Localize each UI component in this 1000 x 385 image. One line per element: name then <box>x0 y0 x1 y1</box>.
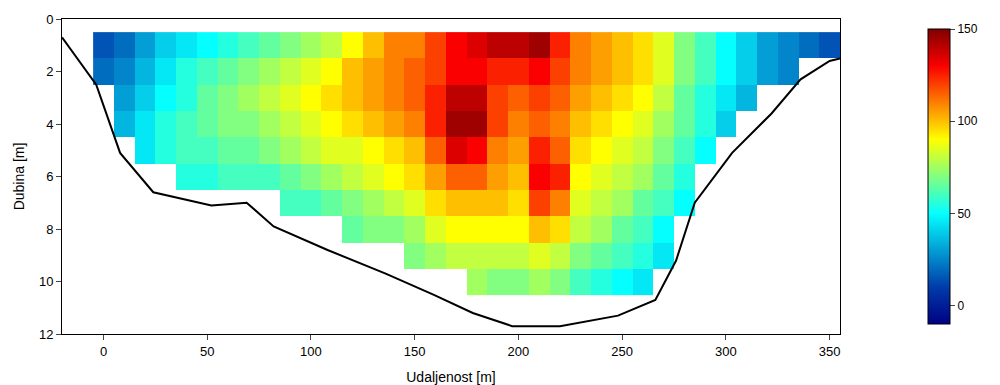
svg-text:0: 0 <box>100 344 107 359</box>
svg-text:350: 350 <box>819 344 841 359</box>
svg-text:0: 0 <box>957 299 964 313</box>
svg-text:100: 100 <box>300 344 322 359</box>
svg-text:10: 10 <box>39 274 53 289</box>
svg-text:200: 200 <box>508 344 530 359</box>
svg-text:300: 300 <box>715 344 737 359</box>
svg-text:Udaljenost [m]: Udaljenost [m] <box>406 369 495 385</box>
svg-text:12: 12 <box>39 327 53 342</box>
svg-text:50: 50 <box>957 207 971 221</box>
svg-text:150: 150 <box>404 344 426 359</box>
svg-text:150: 150 <box>957 22 977 36</box>
svg-text:50: 50 <box>200 344 214 359</box>
svg-text:2: 2 <box>46 64 53 79</box>
svg-text:6: 6 <box>46 169 53 184</box>
svg-text:8: 8 <box>46 222 53 237</box>
svg-text:100: 100 <box>957 114 977 128</box>
svg-text:4: 4 <box>46 117 53 132</box>
svg-text:250: 250 <box>611 344 633 359</box>
svg-text:0: 0 <box>46 12 53 27</box>
svg-text:Dubina [m]: Dubina [m] <box>11 143 27 211</box>
